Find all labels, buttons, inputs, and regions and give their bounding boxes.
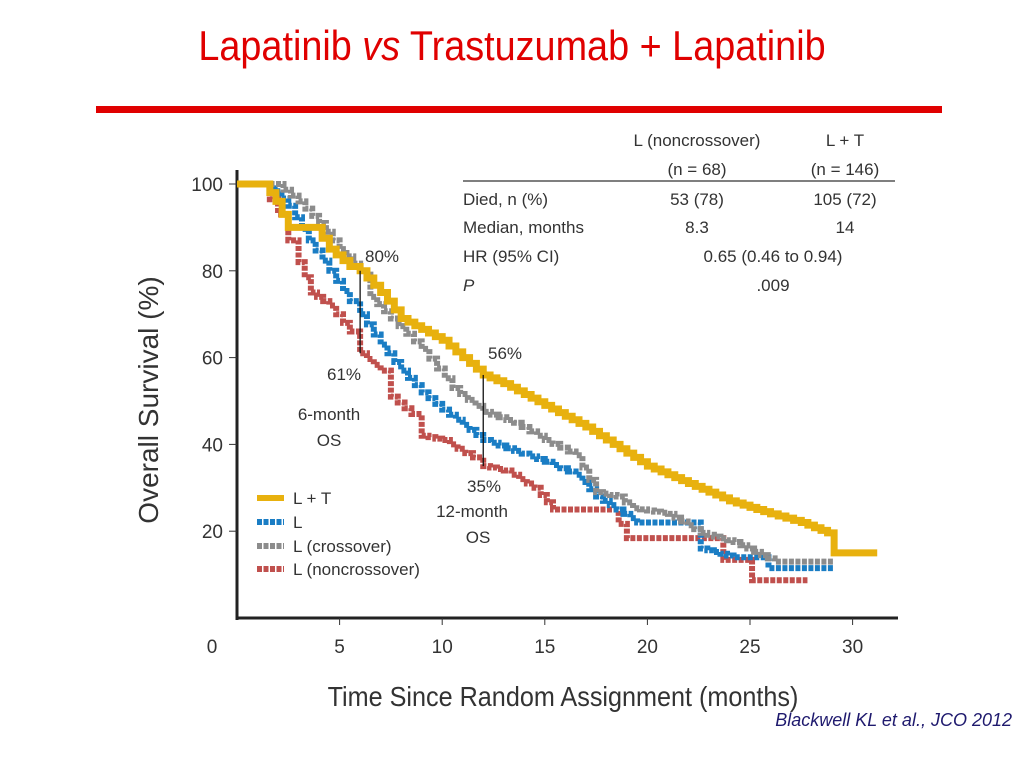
annotation-os12-label2: OS bbox=[466, 528, 491, 547]
x-tick-label: 5 bbox=[334, 637, 345, 658]
x-axis-title: Time Since Random Assignment (months) bbox=[328, 681, 799, 713]
series-layer bbox=[237, 180, 878, 584]
annotation-layer: 80% 61% 6-month OS 56% 35% 12-month OS bbox=[298, 247, 522, 547]
x-tick-label: 0 bbox=[207, 637, 218, 658]
slide-title: Lapatinib vs Trastuzumab + Lapatinib bbox=[51, 22, 973, 70]
table-row-label: Median, months bbox=[463, 218, 584, 237]
title-part2: Trastuzumab + Lapatinib bbox=[400, 22, 826, 69]
inset-table: L (noncrossover) L + T (n = 68) (n = 146) Di… bbox=[463, 131, 895, 295]
legend-label: L + T bbox=[293, 489, 331, 508]
table-subheader-col1: (n = 68) bbox=[667, 160, 726, 179]
title-part1: Lapatinib bbox=[198, 22, 363, 69]
table-row-label: HR (95% CI) bbox=[463, 247, 559, 266]
y-tick-label: 20 bbox=[202, 522, 223, 543]
legend-label: L (noncrossover) bbox=[293, 560, 420, 579]
table-subheader-col2: (n = 146) bbox=[811, 160, 880, 179]
legend: L + T L L (crossover) L (noncrossover) bbox=[257, 489, 420, 579]
series-line-l bbox=[237, 181, 835, 572]
series-line-l-noncrossover bbox=[237, 181, 808, 584]
annotation-os6-label1: 6-month bbox=[298, 405, 360, 424]
axes: 20 40 60 80 100 0 5 10 15 20 25 30 bbox=[191, 170, 898, 658]
x-tick-label: 25 bbox=[739, 637, 760, 658]
table-cell: 105 (72) bbox=[813, 190, 876, 209]
title-divider bbox=[96, 106, 942, 113]
table-header-col2: L + T bbox=[826, 131, 864, 150]
citation: Blackwell KL et al., JCO 2012 bbox=[775, 710, 1012, 730]
table-header-col1: L (noncrossover) bbox=[634, 131, 761, 150]
y-axis-title: Overall Survival (%) bbox=[133, 276, 164, 523]
legend-label: L bbox=[293, 513, 302, 532]
table-cell-merged: .009 bbox=[756, 276, 789, 295]
table-row-label: P bbox=[463, 276, 475, 295]
table-cell: 14 bbox=[836, 218, 855, 237]
y-tick-label: 100 bbox=[191, 175, 223, 196]
x-tick-label: 15 bbox=[534, 637, 555, 658]
title-vs: vs bbox=[362, 22, 401, 69]
annotation-os6-bottom: 61% bbox=[327, 365, 361, 384]
table-cell-merged: 0.65 (0.46 to 0.94) bbox=[704, 247, 843, 266]
y-tick-label: 60 bbox=[202, 349, 223, 370]
x-tick-label: 20 bbox=[637, 637, 658, 658]
series-line-l-plus-t bbox=[237, 180, 878, 557]
table-cell: 53 (78) bbox=[670, 190, 724, 209]
y-tick-label: 80 bbox=[202, 262, 223, 283]
annotation-os6-top: 80% bbox=[365, 247, 399, 266]
annotation-os12-top: 56% bbox=[488, 344, 522, 363]
annotation-os6-label2: OS bbox=[317, 431, 342, 450]
x-tick-label: 30 bbox=[842, 637, 863, 658]
legend-label: L (crossover) bbox=[293, 537, 392, 556]
annotation-os12-bottom: 35% bbox=[467, 477, 501, 496]
annotation-os12-label1: 12-month bbox=[436, 502, 508, 521]
table-cell: 8.3 bbox=[685, 218, 709, 237]
table-row-label: Died, n (%) bbox=[463, 190, 548, 209]
y-tick-label: 40 bbox=[202, 435, 223, 456]
x-tick-label: 10 bbox=[432, 637, 453, 658]
